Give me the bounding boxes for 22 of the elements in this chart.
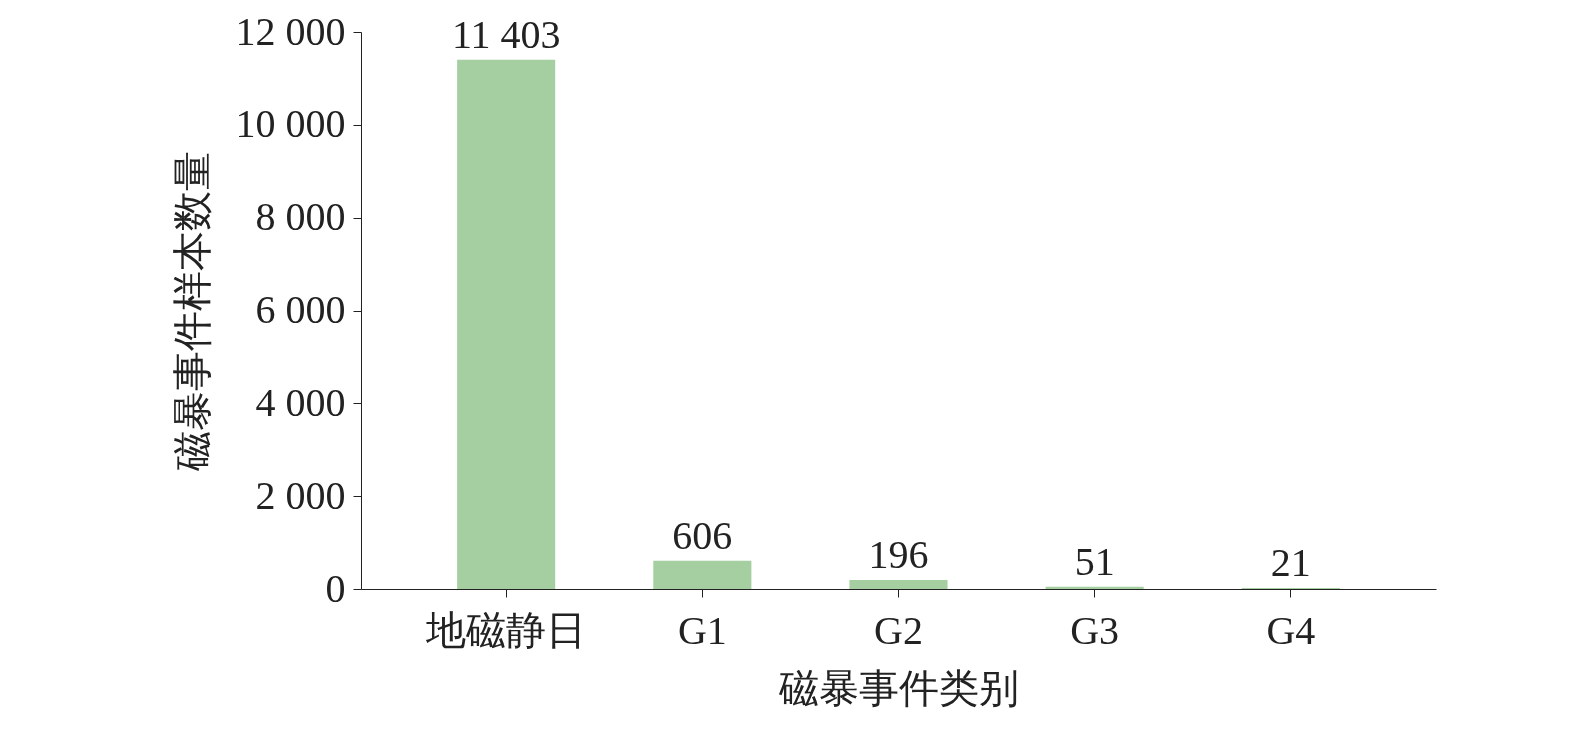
y-tick-label: 8 000 [255,194,346,240]
data-label: 11 403 [451,11,561,57]
bar [457,59,556,589]
x-tick-label: G2 [874,607,923,653]
y-tick-label: 0 [325,565,346,611]
bar [653,560,752,589]
data-label: 21 [1270,540,1311,586]
data-label: 51 [1074,538,1115,584]
y-tick-label: 2 000 [255,472,346,518]
x-tick-label: G4 [1266,607,1316,653]
x-tick-label: G1 [677,607,727,653]
y-tick-label: 4 000 [255,379,346,425]
data-label: 196 [868,531,929,577]
x-tick-label: G3 [1070,607,1120,653]
y-axis-title: 磁暴事件样本数量 [169,151,215,472]
y-tick-label: 12 000 [235,8,346,54]
bar [849,579,948,589]
data-label: 606 [672,512,733,558]
y-tick-label: 10 000 [235,101,346,147]
y-tick-label: 6 000 [255,287,346,332]
x-tick-label: 地磁静日 [425,607,587,653]
x-axis-title: 磁暴事件类别 [778,665,1019,711]
